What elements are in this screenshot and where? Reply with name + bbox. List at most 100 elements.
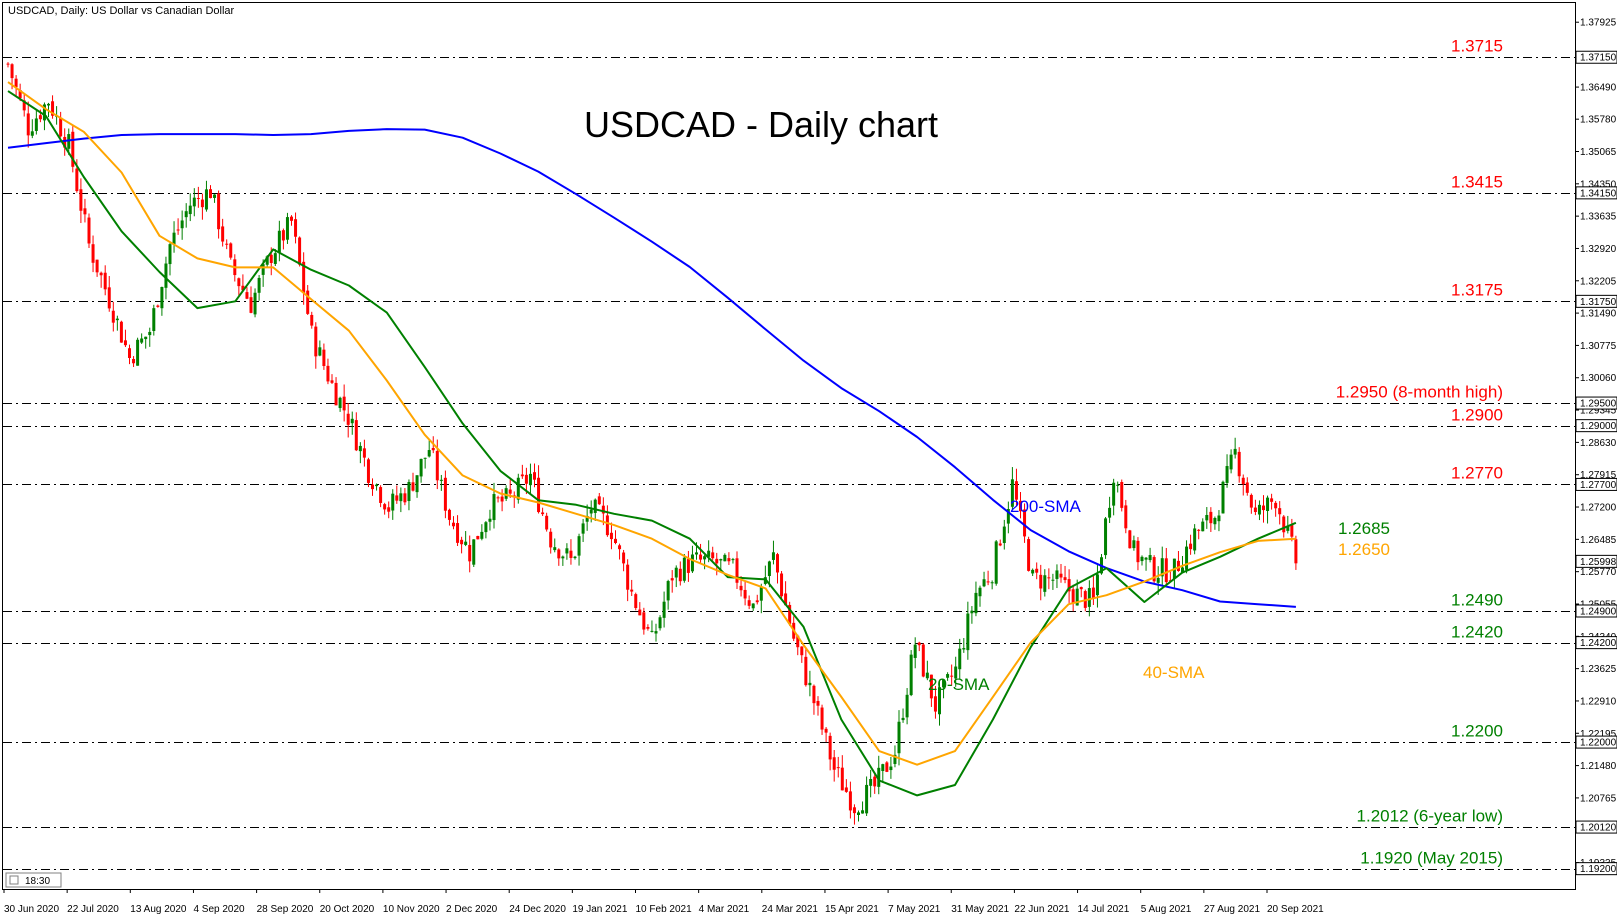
candle-bullish	[427, 450, 431, 457]
candle-bullish	[954, 666, 958, 679]
candle-bearish	[1164, 558, 1168, 583]
candle-bearish	[322, 349, 326, 367]
candle-bearish	[330, 380, 334, 383]
candle-bearish	[780, 573, 784, 597]
candle-bearish	[950, 675, 954, 677]
candle-bullish	[674, 567, 678, 578]
candle-bearish	[1059, 573, 1063, 578]
candle-bullish	[682, 557, 686, 581]
candle-bullish	[962, 648, 966, 650]
candle-bearish	[727, 558, 731, 562]
candle-bullish	[869, 778, 873, 786]
level-price-tag	[1575, 636, 1617, 650]
candle-bearish	[735, 558, 739, 583]
sma40-end-label: 1.2650	[1338, 540, 1390, 559]
y-tick-label: 1.25770	[1580, 567, 1617, 578]
current-price-tag: 1.25998	[1575, 554, 1617, 568]
candle-bearish	[1047, 577, 1051, 579]
candle-bullish	[553, 547, 557, 551]
candle-bearish	[557, 549, 561, 559]
moving-averages-layer	[7, 81, 1297, 797]
candle-bullish	[1095, 574, 1099, 596]
candle-bearish	[609, 532, 613, 540]
candle-bearish	[298, 237, 302, 265]
candle-bearish	[622, 552, 626, 564]
candle-bearish	[362, 448, 366, 458]
candle-bullish	[464, 541, 468, 545]
candle-bullish	[1266, 497, 1270, 512]
candle-bearish	[569, 550, 573, 558]
candle-bullish	[423, 457, 427, 459]
candle-bullish	[1181, 567, 1184, 573]
candle-bullish	[47, 103, 50, 106]
x-tick-label: 10 Nov 2020	[383, 904, 440, 915]
candle-bearish	[59, 117, 63, 137]
x-tick-label: 14 Jul 2021	[1078, 904, 1130, 915]
x-tick-label: 22 Jul 2020	[67, 904, 119, 915]
x-tick-label: 13 Aug 2020	[130, 904, 187, 915]
x-tick-label: 30 Jun 2020	[4, 904, 59, 915]
candle-bearish	[249, 297, 253, 313]
candle-bullish	[650, 630, 654, 632]
candle-bearish	[1274, 502, 1278, 509]
candle-bearish	[840, 767, 844, 791]
candle-bearish	[820, 707, 824, 730]
candle-bearish	[1136, 540, 1140, 563]
candle-bearish	[545, 515, 549, 530]
candle-bearish	[642, 612, 646, 630]
candle-bearish	[18, 89, 22, 99]
candle-bullish	[1193, 528, 1197, 551]
candle-bullish	[970, 610, 974, 614]
candle-bearish	[755, 600, 759, 603]
candle-bearish	[119, 321, 123, 343]
level-price-tag-text: 1.34150	[1580, 188, 1617, 199]
candle-bearish	[776, 554, 779, 573]
candle-bearish	[743, 589, 747, 599]
candle-bearish	[496, 497, 500, 499]
level-price-tag	[1575, 294, 1617, 308]
candle-bearish	[812, 685, 816, 704]
candle-bearish	[537, 477, 541, 513]
candle-bearish	[225, 243, 229, 245]
candle-bullish	[1132, 540, 1136, 549]
candle-bullish	[958, 648, 962, 670]
candle-bullish	[192, 197, 196, 207]
candle-bullish	[472, 539, 476, 565]
candle-bearish	[14, 78, 18, 88]
y-tick-label: 1.27200	[1580, 503, 1617, 514]
candle-bearish	[10, 64, 14, 79]
candle-bullish	[1205, 514, 1209, 521]
candle-bearish	[387, 507, 391, 512]
candle-bullish	[488, 518, 492, 522]
candle-bearish	[828, 735, 832, 760]
candle-bearish	[549, 531, 553, 548]
y-tick-label: 1.23625	[1580, 664, 1617, 675]
level-label: 1.2950 (8-month high)	[1336, 383, 1503, 402]
candle-bearish	[379, 487, 383, 503]
candle-bullish	[30, 131, 34, 136]
candle-bullish	[771, 552, 775, 560]
candle-bullish	[982, 579, 986, 587]
candle-bullish	[1229, 454, 1233, 470]
candle-bearish	[123, 340, 127, 346]
candle-bullish	[662, 601, 666, 618]
candle-bearish	[1294, 539, 1298, 564]
candle-bearish	[281, 230, 285, 241]
level-price-tag	[1575, 820, 1617, 834]
candle-bearish	[1035, 568, 1039, 573]
candle-bearish	[38, 115, 42, 120]
candle-bearish	[1063, 577, 1067, 581]
level-label: 1.1920 (May 2015)	[1360, 849, 1503, 868]
level-label: 1.2770	[1451, 464, 1503, 483]
candle-bearish	[209, 189, 212, 199]
candle-bullish	[881, 764, 885, 772]
candle-bullish	[164, 263, 168, 288]
candle-bullish	[994, 541, 998, 584]
candle-bearish	[601, 505, 605, 514]
y-tick-label: 1.33635	[1580, 212, 1617, 223]
candle-bearish	[294, 219, 298, 237]
x-tick-label: 28 Sep 2020	[257, 904, 314, 915]
candle-bullish	[415, 475, 419, 493]
x-tick-label: 24 Dec 2020	[509, 904, 566, 915]
candle-bullish	[751, 603, 755, 609]
